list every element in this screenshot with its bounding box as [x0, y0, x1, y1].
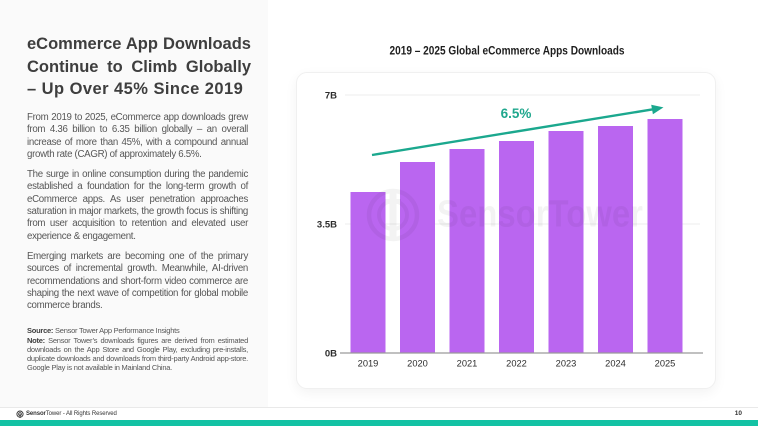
- svg-text:7B: 7B: [325, 91, 337, 102]
- svg-text:2021: 2021: [457, 359, 478, 369]
- svg-text:2020: 2020: [407, 359, 428, 369]
- svg-text:6.5%: 6.5%: [501, 106, 532, 121]
- svg-text:2024: 2024: [605, 359, 626, 369]
- svg-text:2022: 2022: [506, 359, 527, 369]
- svg-text:2019: 2019: [358, 359, 379, 369]
- svg-text:3.5B: 3.5B: [317, 220, 337, 231]
- svg-text:2019 – 2025 Global eCommerce A: 2019 – 2025 Global eCommerce Apps Downlo…: [390, 43, 625, 57]
- svg-text:SensorTower: SensorTower: [437, 194, 643, 236]
- svg-text:0B: 0B: [325, 349, 337, 360]
- svg-text:2023: 2023: [556, 359, 577, 369]
- svg-text:2025: 2025: [655, 359, 676, 369]
